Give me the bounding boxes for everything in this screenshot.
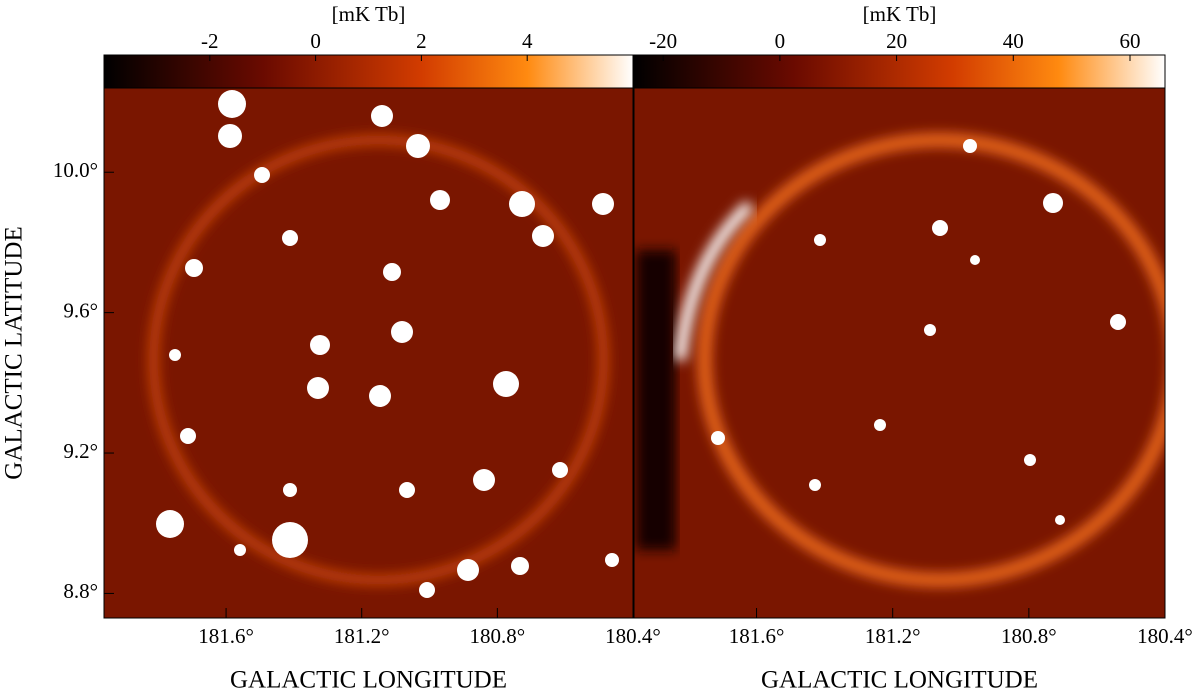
point-source [932, 220, 948, 236]
x-tick-label: 181.2° [865, 624, 921, 648]
point-source [282, 230, 298, 246]
point-source [307, 377, 329, 399]
colorbar-tick-label: 4 [522, 29, 533, 53]
point-source [1024, 454, 1036, 466]
point-source [218, 90, 246, 118]
point-source [924, 324, 936, 336]
point-source [1055, 515, 1065, 525]
point-source [383, 263, 401, 281]
point-source [310, 335, 330, 355]
point-source [399, 482, 415, 498]
x-tick-label: 181.2° [334, 624, 390, 648]
colorbar-tick-label: 0 [775, 29, 786, 53]
x-tick-label: 180.8° [470, 624, 526, 648]
dark-band [636, 250, 676, 550]
y-tick-label: 8.8° [63, 579, 98, 603]
colorbar-label: [mK Tb] [332, 2, 406, 26]
point-source [493, 371, 519, 397]
y-tick-label: 10.0° [53, 158, 98, 182]
y-tick-label: 9.6° [63, 298, 98, 322]
point-source [605, 553, 619, 567]
point-source [430, 190, 450, 210]
point-source [234, 544, 246, 556]
colorbar [633, 54, 1166, 89]
y-axis-title: GALACTIC LATITUDE [1, 226, 28, 479]
image-background [104, 88, 633, 618]
colorbar-tick-label: -2 [201, 29, 219, 53]
point-source [473, 469, 495, 491]
bright-rim [674, 200, 755, 361]
sky-image [634, 88, 1165, 618]
x-tick-label: 180.8° [1001, 624, 1057, 648]
point-source [369, 385, 391, 407]
x-tick-label: 181.6° [729, 624, 785, 648]
x-axis-title: GALACTIC LONGITUDE [761, 667, 1038, 694]
y-tick-label: 9.2° [63, 439, 98, 463]
point-source [254, 167, 270, 183]
point-source [970, 255, 980, 265]
point-source [1043, 193, 1063, 213]
point-source [180, 428, 196, 444]
point-source [419, 582, 435, 598]
shell [697, 133, 1165, 587]
point-source [371, 105, 393, 127]
point-source [218, 124, 242, 148]
point-source [1110, 314, 1126, 330]
colorbar-tick-label: 2 [416, 29, 427, 53]
point-source [809, 479, 821, 491]
colorbar [103, 54, 634, 89]
colorbar-tick-label: 0 [310, 29, 321, 53]
colorbar-label: [mK Tb] [863, 2, 937, 26]
point-source [592, 193, 614, 215]
point-source [511, 557, 529, 575]
point-source [457, 559, 479, 581]
point-source [874, 419, 886, 431]
point-source [509, 191, 535, 217]
point-source [532, 225, 554, 247]
colorbar-tick-label: 20 [886, 29, 907, 53]
x-axis-title: GALACTIC LONGITUDE [230, 667, 507, 694]
point-source [711, 431, 725, 445]
colorbar-tick-label: -20 [649, 29, 677, 53]
colorbar-tick-label: 40 [1003, 29, 1024, 53]
point-source [156, 510, 184, 538]
point-source [272, 522, 308, 558]
point-source [283, 483, 297, 497]
sky-image [104, 88, 633, 618]
x-tick-label: 180.4° [605, 624, 661, 648]
x-tick-label: 180.4° [1137, 624, 1193, 648]
point-source [391, 321, 413, 343]
point-source [169, 349, 181, 361]
point-source [963, 139, 977, 153]
point-source [552, 462, 568, 478]
point-source [406, 134, 430, 158]
shell [148, 135, 609, 585]
point-source [814, 234, 826, 246]
x-tick-label: 181.6° [198, 624, 254, 648]
point-source [185, 259, 203, 277]
colorbar-tick-label: 60 [1119, 29, 1140, 53]
